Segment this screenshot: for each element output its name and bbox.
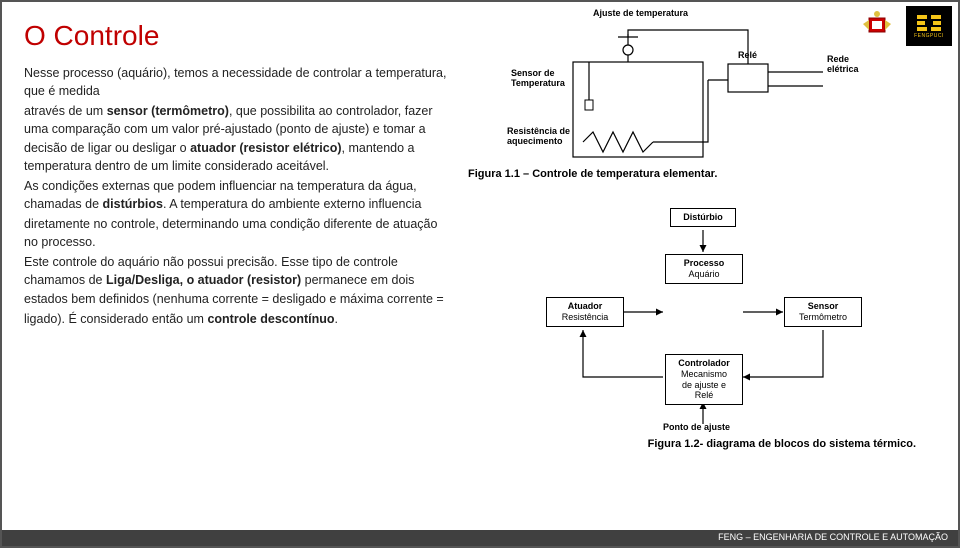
node-sensor: Sensor Termômetro [784, 297, 862, 327]
node-atuador: Atuador Resistência [546, 297, 624, 327]
figure-1-2-caption: Figura 1.2- diagrama de blocos do sistem… [464, 438, 916, 450]
text: ligado). É considerado então um [24, 312, 207, 326]
label-ponto: Ponto de ajuste [663, 422, 730, 432]
label-resist: Resistência de aquecimento [507, 126, 570, 146]
label-sensor: Sensor de Temperatura [511, 68, 565, 88]
logo-feng: FENGPUCI [906, 6, 952, 46]
text-bold: Liga/Desliga, o atuador (resistor) [106, 273, 301, 287]
text-bold: controle descontínuo [207, 312, 334, 326]
text: . [335, 312, 338, 326]
figure-1-1: Ajuste de temperatura Sensor de Temperat… [533, 22, 873, 162]
figure-1-2: Distúrbio Processo Aquário Atuador Resis… [528, 202, 878, 432]
text: Nesse processo (aquário), temos a necess… [24, 66, 446, 98]
text: . A temperatura do ambiente externo infl… [163, 197, 422, 211]
text-bold: sensor (termômetro) [107, 104, 229, 118]
label-ajuste: Ajuste de temperatura [593, 8, 688, 18]
text: diretamente no controle, determinando um… [24, 215, 454, 251]
footer: FENG – ENGENHARIA DE CONTROLE E AUTOMAÇÃ… [2, 530, 958, 546]
body-text: Nesse processo (aquário), temos a necess… [24, 64, 454, 450]
text: através de um [24, 104, 107, 118]
label-rede: Rede elétrica [827, 54, 859, 74]
node-processo: Processo Aquário [665, 254, 743, 284]
text-bold: distúrbios [103, 197, 163, 211]
node-controlador: Controlador Mecanismo de ajuste e Relé [665, 354, 743, 405]
node-disturbio: Distúrbio [670, 208, 736, 227]
label-rele: Relé [738, 50, 757, 60]
text-bold: atuador (resistor elétrico) [190, 141, 341, 155]
